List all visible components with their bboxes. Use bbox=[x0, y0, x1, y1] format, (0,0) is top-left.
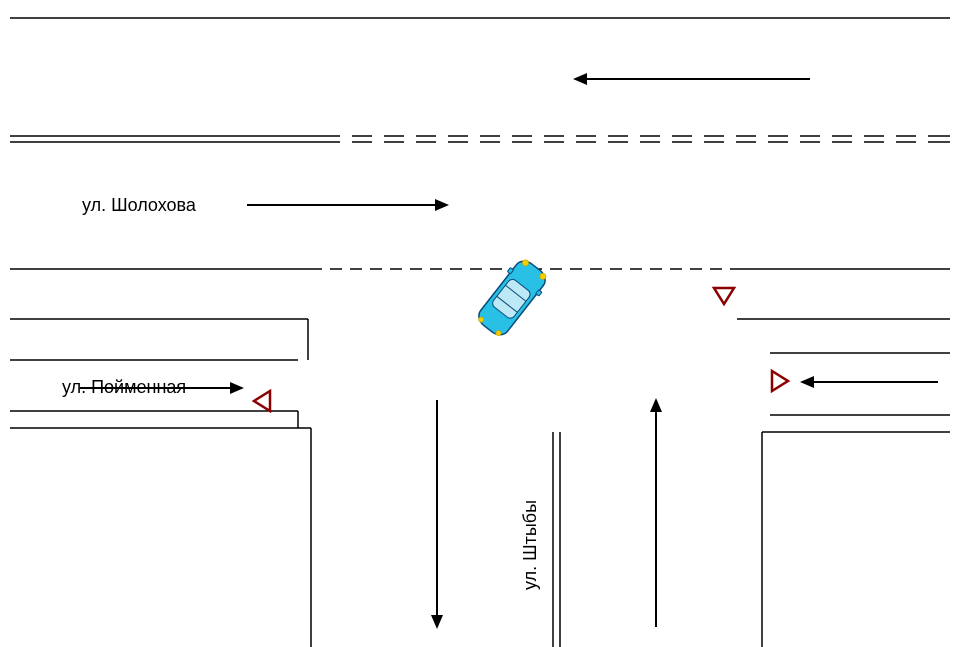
label-sholokhova: ул. Шолохова bbox=[82, 195, 197, 215]
yield-sign-right bbox=[772, 371, 788, 391]
label-shtyby: ул. Штыбы bbox=[520, 500, 540, 590]
street-right-lines bbox=[762, 319, 950, 432]
road-center-double bbox=[10, 136, 950, 142]
label-poymennaya: ул. Пойменная bbox=[62, 377, 186, 397]
car-icon bbox=[472, 255, 552, 341]
curb-left bbox=[10, 319, 308, 360]
curb-right-top bbox=[737, 269, 950, 319]
road-diagram: ул. Шолохова ул. Пойменная ул. Штыбы bbox=[0, 0, 960, 647]
yield-sign-left bbox=[254, 391, 270, 411]
yield-sign-top-right bbox=[714, 288, 734, 304]
